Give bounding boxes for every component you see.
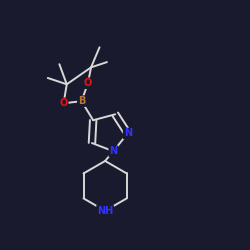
- Text: O: O: [84, 78, 92, 88]
- Text: N: N: [109, 146, 118, 156]
- Text: N: N: [124, 128, 132, 138]
- Text: NH: NH: [97, 206, 113, 216]
- Text: B: B: [78, 96, 85, 106]
- Text: O: O: [60, 98, 68, 108]
